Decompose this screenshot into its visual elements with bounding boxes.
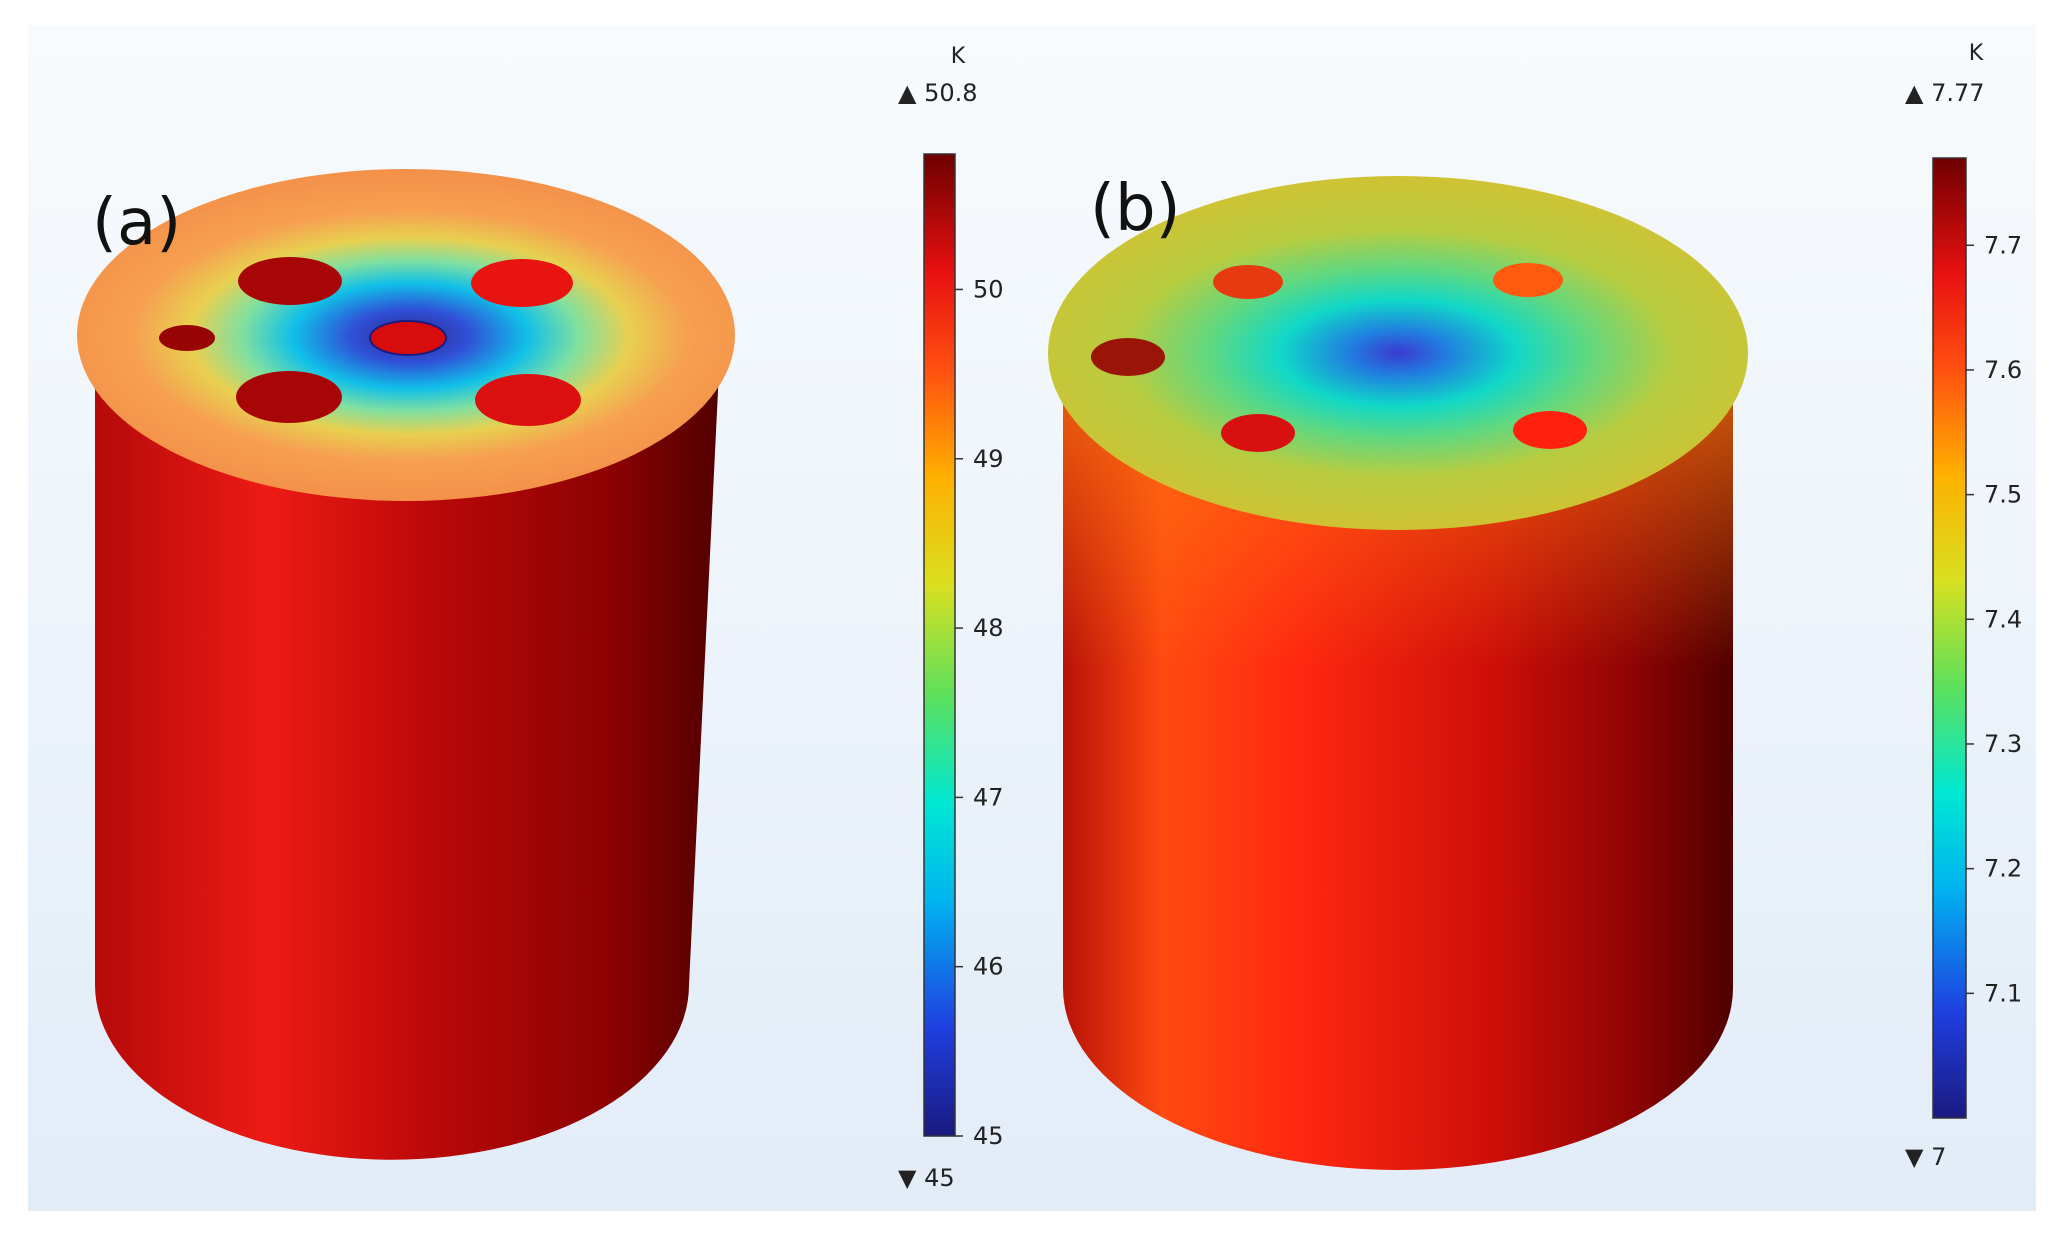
colorbar-b-min-label: ▼ 7 bbox=[1905, 1143, 1946, 1171]
colorbar-tick-label: 45 bbox=[973, 1122, 1004, 1150]
cylinder-a bbox=[77, 169, 735, 1160]
hole-a-center bbox=[369, 320, 447, 356]
hole-b-left-edge bbox=[1091, 338, 1165, 376]
colorbar-tick-label: 48 bbox=[973, 614, 1004, 642]
colorbar-b-gradient bbox=[1932, 157, 1967, 1119]
colorbar-tick-label: 7.7 bbox=[1984, 231, 2022, 259]
colorbar-tick-label: 49 bbox=[973, 445, 1004, 473]
colorbar-tick-label: 46 bbox=[973, 953, 1004, 981]
colorbar-tick-label: 7.4 bbox=[1984, 605, 2022, 633]
hole-a-top-right bbox=[471, 259, 573, 307]
cylinder-b-body-highlight bbox=[1063, 395, 1733, 1170]
colorbar-tick-label: 7.2 bbox=[1984, 855, 2022, 883]
colorbar-b: K ▲ 7.77 7.1 7.2 7.3 7.4 7.5 7.6 7.7 ▼ 7 bbox=[1905, 41, 2022, 1171]
colorbar-a-gradient bbox=[923, 153, 956, 1137]
colorbar-tick-label: 7.5 bbox=[1984, 481, 2022, 509]
colorbar-a-unit: K bbox=[951, 44, 966, 69]
colorbar-b-ticks: 7.1 7.2 7.3 7.4 7.5 7.6 7.7 bbox=[1966, 231, 2022, 1007]
cylinder-a-body bbox=[95, 370, 719, 1160]
hole-a-bottom-left bbox=[236, 371, 342, 423]
hole-b-top-left bbox=[1213, 265, 1283, 299]
hole-a-bottom-right bbox=[475, 374, 581, 426]
colorbar-a-max-label: ▲ 50.8 bbox=[898, 79, 978, 107]
colorbar-a: K ▲ 50.8 45 46 47 48 49 50 ▼ 45 bbox=[898, 44, 1004, 1192]
colorbar-a-min-label: ▼ 45 bbox=[898, 1164, 955, 1192]
colorbar-tick-label: 7.1 bbox=[1984, 979, 2022, 1007]
panel-a-label: (a) bbox=[92, 186, 181, 260]
colorbar-tick-label: 7.3 bbox=[1984, 730, 2022, 758]
hole-a-small-left bbox=[159, 325, 215, 351]
colorbar-a-ticks: 45 46 47 48 49 50 bbox=[955, 275, 1004, 1150]
panel-b-label: (b) bbox=[1090, 172, 1181, 246]
cylinder-b-holes bbox=[1091, 263, 1587, 452]
colorbar-tick-label: 50 bbox=[973, 275, 1004, 303]
cylinder-b bbox=[1048, 176, 1748, 1170]
hole-b-bottom-left bbox=[1221, 414, 1295, 452]
colorbar-tick-label: 7.6 bbox=[1984, 356, 2022, 384]
hole-b-top-right bbox=[1493, 263, 1563, 297]
hole-b-bottom-right bbox=[1513, 411, 1587, 449]
colorbar-b-unit: K bbox=[1969, 41, 1984, 66]
cylinder-a-holes bbox=[159, 257, 581, 426]
colorbar-b-max-label: ▲ 7.77 bbox=[1905, 79, 1985, 107]
colorbar-tick-label: 47 bbox=[973, 783, 1004, 811]
hole-a-top-left bbox=[238, 257, 342, 305]
